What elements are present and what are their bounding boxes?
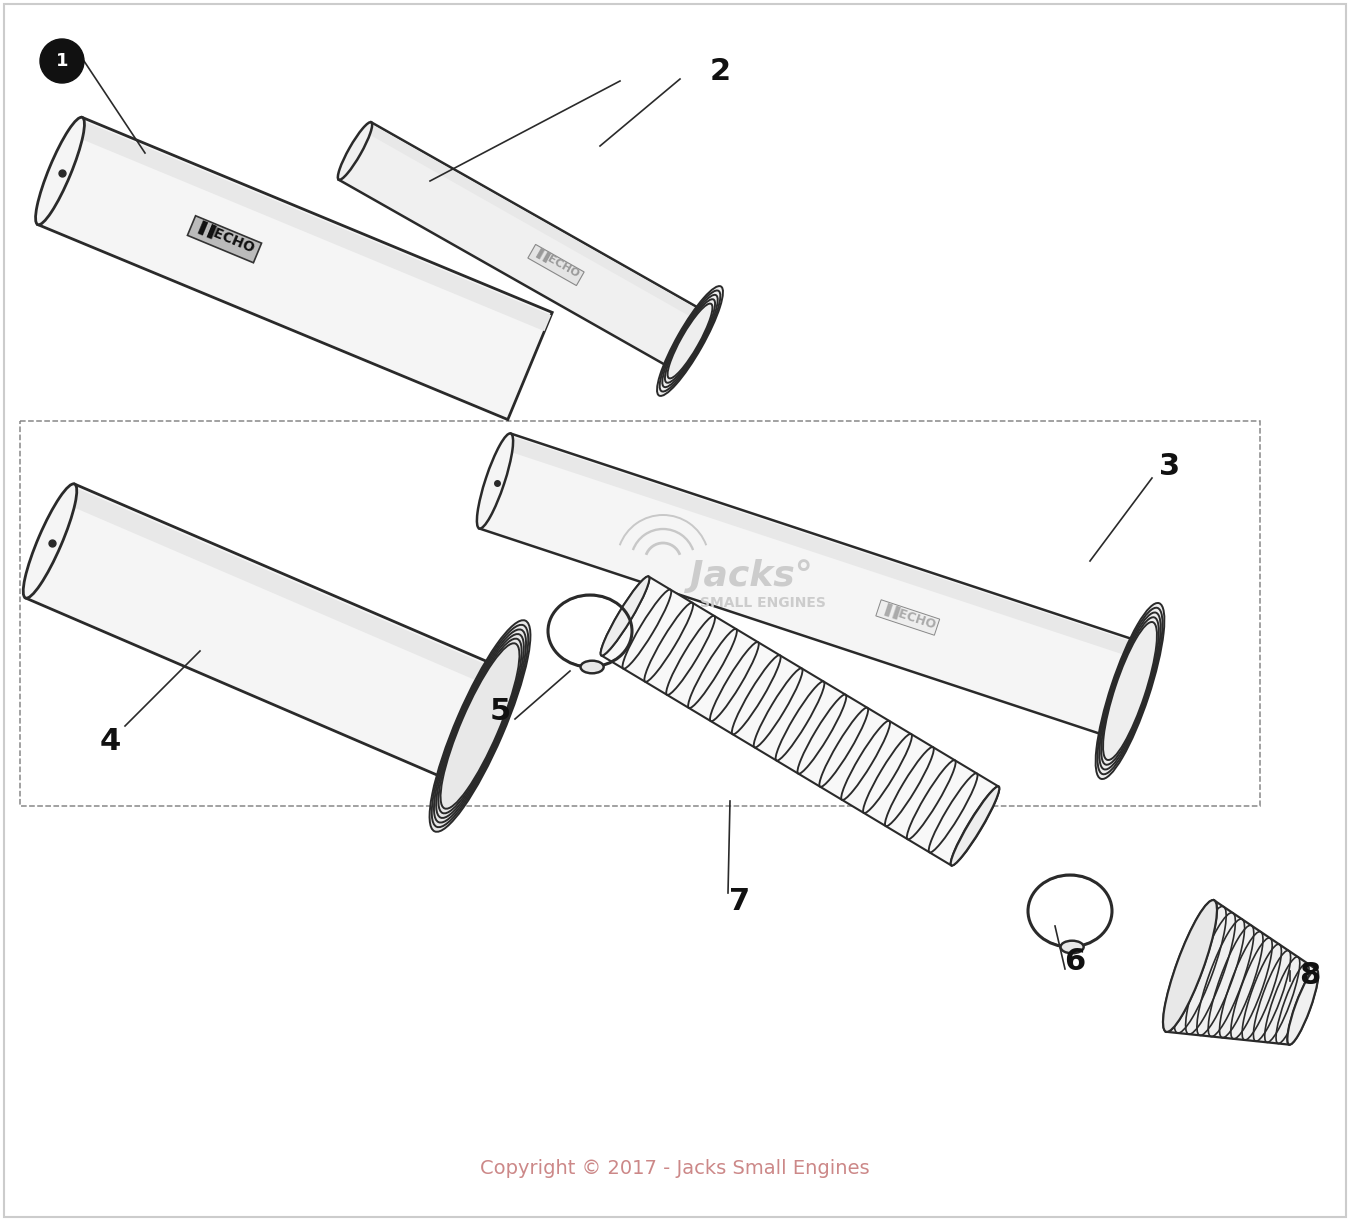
Ellipse shape [1096, 603, 1165, 779]
Ellipse shape [439, 639, 521, 813]
Text: 3: 3 [1160, 452, 1180, 481]
Text: ▐▐ECHO: ▐▐ECHO [192, 220, 256, 258]
Text: ▐▐ECHO: ▐▐ECHO [531, 248, 580, 282]
Polygon shape [66, 487, 504, 689]
Ellipse shape [1102, 618, 1158, 764]
Ellipse shape [440, 643, 520, 808]
Ellipse shape [433, 630, 526, 823]
Text: 4: 4 [100, 726, 120, 756]
Polygon shape [366, 123, 706, 322]
Text: 5: 5 [490, 696, 510, 725]
Ellipse shape [35, 117, 85, 225]
Polygon shape [505, 436, 1145, 661]
Ellipse shape [1162, 900, 1216, 1032]
Text: 1: 1 [55, 53, 69, 70]
Text: Jacks°: Jacks° [690, 559, 813, 593]
Polygon shape [74, 120, 551, 331]
Ellipse shape [660, 291, 721, 392]
Ellipse shape [601, 576, 649, 656]
Text: 6: 6 [1064, 946, 1085, 976]
Ellipse shape [580, 661, 603, 673]
Text: 8: 8 [1299, 961, 1320, 990]
Ellipse shape [436, 634, 524, 818]
Ellipse shape [477, 433, 513, 529]
Polygon shape [38, 117, 552, 420]
Circle shape [40, 39, 84, 83]
Ellipse shape [1061, 940, 1084, 954]
Ellipse shape [429, 620, 531, 832]
Text: 2: 2 [710, 56, 730, 85]
Polygon shape [1166, 900, 1316, 1045]
Polygon shape [339, 122, 706, 370]
Ellipse shape [950, 786, 999, 866]
Ellipse shape [666, 299, 716, 383]
Ellipse shape [1099, 613, 1161, 769]
Ellipse shape [432, 625, 528, 827]
Ellipse shape [1103, 621, 1157, 759]
Polygon shape [26, 484, 505, 783]
Polygon shape [601, 576, 999, 866]
Ellipse shape [1098, 608, 1162, 774]
Polygon shape [479, 433, 1146, 739]
Ellipse shape [667, 304, 713, 379]
Ellipse shape [23, 484, 77, 598]
Ellipse shape [1288, 969, 1318, 1045]
Ellipse shape [657, 286, 724, 396]
Ellipse shape [338, 122, 373, 179]
Ellipse shape [663, 294, 718, 387]
Text: 7: 7 [729, 886, 751, 916]
Text: Copyright © 2017 - Jacks Small Engines: Copyright © 2017 - Jacks Small Engines [481, 1160, 869, 1178]
Text: SMALL ENGINES: SMALL ENGINES [701, 596, 826, 610]
Text: ▐▐ECHO: ▐▐ECHO [879, 602, 937, 632]
